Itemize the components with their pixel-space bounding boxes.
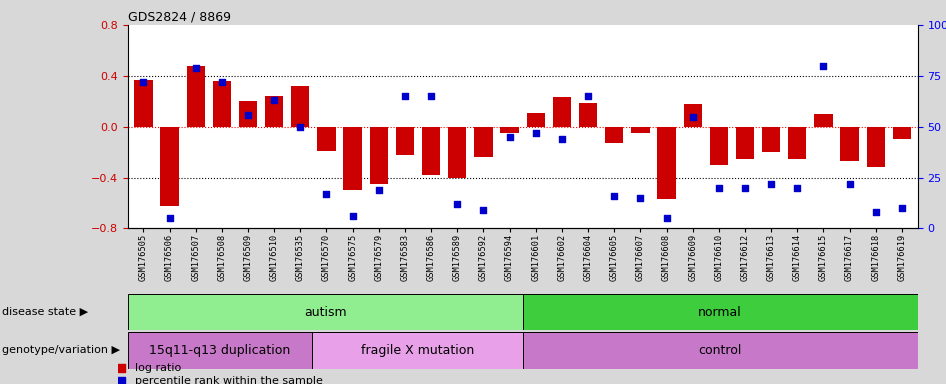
Bar [522,332,918,369]
Point [292,124,307,130]
Bar [448,127,466,177]
Point [868,209,884,215]
Point [894,205,909,211]
Point [528,130,543,136]
Point [251,310,266,316]
Point [345,213,360,219]
Bar [343,127,361,190]
Point [267,97,282,103]
Bar [186,66,205,127]
Bar [312,332,522,369]
Bar [736,127,754,159]
Bar [710,127,728,165]
Text: GDS2824 / 8869: GDS2824 / 8869 [128,11,231,24]
Bar [631,127,650,133]
Bar [422,127,440,175]
Point [371,187,386,193]
Text: percentile rank within the sample: percentile rank within the sample [134,376,323,384]
Bar [657,127,675,199]
Point [319,191,334,197]
Bar [788,127,806,159]
Point [842,180,857,187]
Point [581,93,596,99]
Bar [552,98,571,127]
Bar [265,96,284,127]
Bar [370,127,388,184]
Text: log ratio: log ratio [134,362,181,373]
Point [240,111,255,118]
Bar [500,127,518,133]
Point [502,134,517,140]
Bar [579,103,597,127]
Text: disease state ▶: disease state ▶ [2,307,88,317]
Bar [128,294,522,330]
Point [815,63,831,69]
Bar [840,127,859,161]
Text: normal: normal [698,306,742,318]
Point [659,215,674,221]
Point [424,93,439,99]
Text: control: control [698,344,742,357]
Point [554,136,569,142]
Bar [395,127,414,155]
Point [633,195,648,201]
Bar [527,113,545,127]
Point [790,185,805,191]
Bar [239,101,257,127]
Point [215,79,230,85]
Bar [867,127,885,167]
Bar [134,79,152,127]
Bar [128,332,312,369]
Point [162,215,177,221]
Point [397,93,412,99]
Text: autism: autism [304,306,346,318]
Text: 15q11-q13 duplication: 15q11-q13 duplication [149,344,290,357]
Bar [213,81,231,127]
Point [136,79,151,85]
Point [449,201,464,207]
Bar [893,127,911,139]
Point [685,114,700,120]
Bar [522,294,918,330]
Point [738,185,753,191]
Bar [815,114,832,127]
Text: genotype/variation ▶: genotype/variation ▶ [2,345,120,356]
Point [476,207,491,213]
Bar [317,127,336,151]
Point [711,185,727,191]
Point [606,193,622,199]
Bar [291,86,309,127]
Point [188,65,203,71]
Point [763,180,779,187]
Point [251,188,266,194]
Bar [684,104,702,127]
Bar [161,127,179,205]
Bar [474,127,493,157]
Bar [605,127,623,143]
Text: fragile X mutation: fragile X mutation [360,344,474,357]
Bar [762,127,780,152]
